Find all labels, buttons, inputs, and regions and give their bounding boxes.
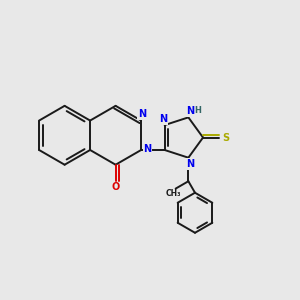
Text: CH₃: CH₃ [166,189,181,198]
Text: O: O [112,182,120,192]
Text: N: N [186,106,194,116]
Text: N: N [138,109,146,119]
Text: N: N [159,114,167,124]
Text: H: H [194,106,201,115]
Text: S: S [222,133,229,142]
Text: N: N [143,144,152,154]
Text: N: N [186,159,194,169]
